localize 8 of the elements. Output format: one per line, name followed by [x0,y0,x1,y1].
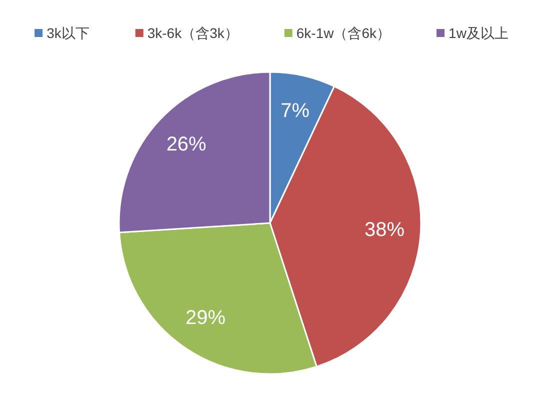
legend-label: 3k以下 [46,25,90,41]
data-label: 29% [185,306,226,329]
data-label: 38% [364,219,405,242]
legend-label: 6k-1w（含6k） [296,25,391,41]
data-label: 26% [166,133,207,156]
legend-label: 1w及以上 [448,25,508,41]
data-label: 7% [280,100,310,122]
legend-label: 3k-6k（含3k） [147,25,238,41]
